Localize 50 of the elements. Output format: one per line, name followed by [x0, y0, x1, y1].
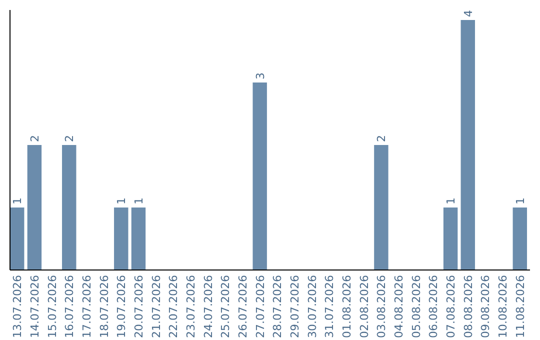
- x-tick-label: 26.07.2026: [236, 275, 250, 338]
- bar: [131, 208, 146, 270]
- x-tick-label: 14.07.2026: [28, 275, 42, 338]
- x-tick-label: 17.07.2026: [80, 275, 94, 338]
- bar: [374, 145, 388, 270]
- data-label: 1: [444, 198, 458, 204]
- x-tick-label: 27.07.2026: [254, 275, 267, 338]
- x-tick-label: 10.08.2026: [496, 275, 510, 338]
- x-tick-label: 04.08.2026: [392, 275, 406, 338]
- data-label: 2: [28, 135, 42, 142]
- data-label: 4: [462, 10, 475, 17]
- x-tick-label: 21.07.2026: [150, 275, 163, 338]
- x-tick-label: 30.07.2026: [306, 275, 319, 338]
- bar: [10, 208, 24, 270]
- x-tick-label: 18.07.2026: [98, 275, 111, 338]
- x-tick-label: 19.07.2026: [115, 275, 128, 338]
- x-tick-label: 15.07.2026: [46, 275, 59, 338]
- data-label: 1: [132, 198, 146, 204]
- x-tick-label: 01.08.2026: [340, 275, 354, 338]
- x-tick-label: 07.08.2026: [444, 275, 458, 338]
- data-label: 1: [115, 198, 128, 204]
- data-label: 2: [375, 135, 388, 142]
- x-tick-label: 28.07.2026: [271, 275, 284, 338]
- x-tick-label: 11.08.2026: [514, 275, 527, 338]
- x-tick-label: 16.07.2026: [63, 275, 76, 338]
- x-tick-label: 02.08.2026: [358, 275, 371, 338]
- x-tick-label: 05.08.2026: [410, 275, 423, 338]
- x-tick-label: 08.08.2026: [462, 275, 475, 338]
- x-tick-label: 20.07.2026: [132, 275, 146, 338]
- x-tick-label: 23.07.2026: [184, 275, 198, 338]
- x-tick-label: 22.07.2026: [167, 275, 180, 338]
- bar: [460, 20, 475, 270]
- x-tick-label: 03.08.2026: [375, 275, 388, 338]
- data-label: 1: [11, 198, 24, 204]
- x-tick-label: 31.07.2026: [323, 275, 336, 338]
- bar: [27, 145, 42, 270]
- x-tick-label: 25.07.2026: [219, 275, 232, 338]
- x-tick-label: 06.08.2026: [427, 275, 440, 338]
- x-tick-label: 24.07.2026: [202, 275, 215, 338]
- x-tick-label: 13.07.2026: [11, 275, 24, 338]
- x-tick-label: 29.07.2026: [288, 275, 302, 338]
- bar: [512, 208, 527, 270]
- bar: [62, 145, 76, 270]
- x-tick-label: 09.08.2026: [479, 275, 492, 338]
- bar: [252, 82, 267, 270]
- data-label: 2: [63, 135, 76, 142]
- bar: [114, 208, 128, 270]
- bar: [443, 208, 458, 270]
- data-label: 1: [514, 198, 527, 204]
- data-label: 3: [254, 72, 267, 80]
